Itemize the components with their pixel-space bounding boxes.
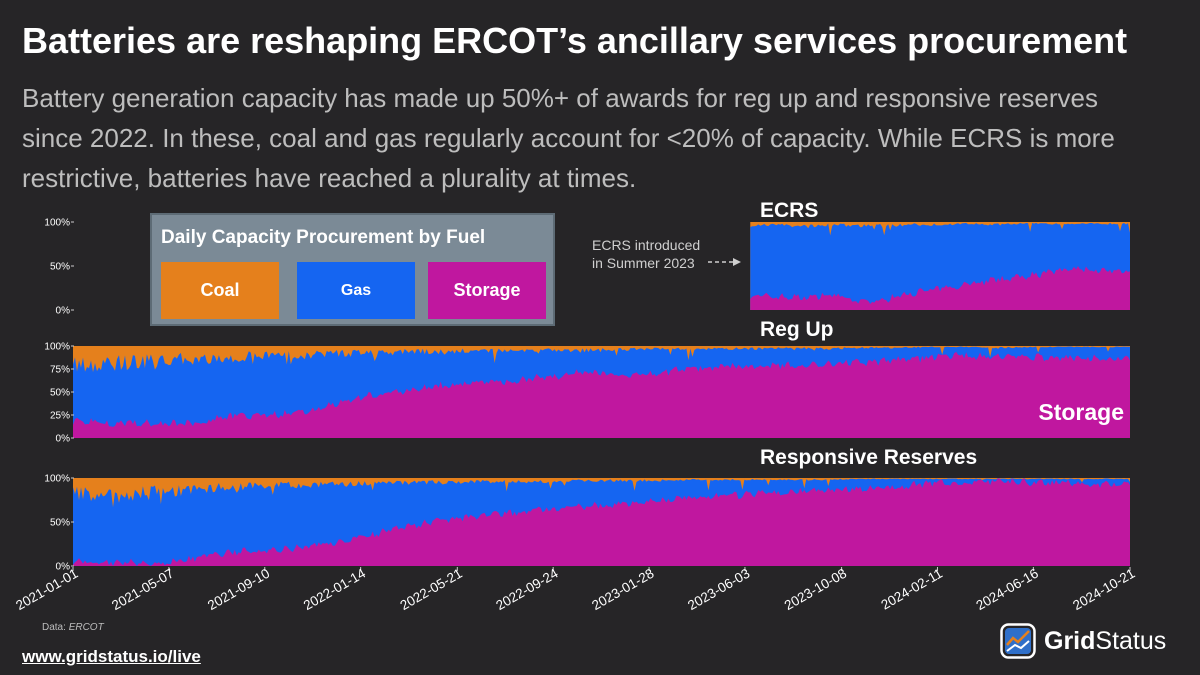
ecrs-annotation-line1: ECRS introduced xyxy=(592,237,701,253)
ecrs-ytick-label: 50% xyxy=(50,262,70,273)
data-source: Data: ERCOT xyxy=(42,622,104,633)
reg-up-ytick-label: 75% xyxy=(50,365,70,376)
legend-label-coal: Coal xyxy=(200,280,240,300)
ecrs-ytick-label: 0% xyxy=(56,306,71,317)
chart-subtitle: Battery generation capacity has made up … xyxy=(22,83,1115,193)
legend: Daily Capacity Procurement by Fuel Coal … xyxy=(150,213,555,326)
legend-label-gas: Gas xyxy=(340,281,372,299)
reg-up-ytick-label: 50% xyxy=(50,388,70,399)
responsive-reserves-area-storage xyxy=(73,478,1130,566)
xtick-label: 2024-10-21 xyxy=(1070,566,1137,614)
reg-up-area-storage xyxy=(73,351,1130,438)
legend-title: Daily Capacity Procurement by Fuel xyxy=(161,227,486,248)
gridstatus-wordmark-grid: Grid xyxy=(1044,626,1096,655)
gridstatus-wordmark: GridStatus xyxy=(1044,627,1166,656)
responsive-reserves-ytick-label: 0% xyxy=(56,562,71,573)
xtick-label: 2021-01-01 xyxy=(13,566,80,614)
gridstatus-wordmark-status: Status xyxy=(1095,626,1167,655)
data-source-label: Data: xyxy=(42,622,66,633)
legend-label-storage: Storage xyxy=(453,280,521,300)
gridstatus-live-link[interactable]: www.gridstatus.io/live xyxy=(22,647,201,666)
ecrs-panel-title: ECRS xyxy=(760,199,818,222)
responsive-reserves-ytick-label: 100% xyxy=(44,474,70,485)
xtick-label: 2023-01-28 xyxy=(589,566,656,614)
xtick-label: 2022-01-14 xyxy=(301,565,369,613)
xtick-label: 2021-05-07 xyxy=(109,566,176,614)
responsive-reserves-panel-title: Responsive Reserves xyxy=(760,446,977,469)
xtick-label: 2022-09-24 xyxy=(493,565,561,613)
responsive-reserves-ytick-label: 50% xyxy=(50,518,70,529)
ecrs-area-storage xyxy=(750,266,1130,310)
reg-up-ytick-label: 100% xyxy=(44,342,70,353)
legend-item-storage: Storage xyxy=(428,262,546,319)
reg-up-overlay-label: Storage xyxy=(1038,399,1124,425)
reg-up-ytick-label: 25% xyxy=(50,411,70,422)
ecrs-annotation: ECRS introduced in Summer 2023 xyxy=(592,236,700,272)
ecrs-annotation-arrow-head xyxy=(733,258,741,266)
xtick-label: 2023-10-08 xyxy=(782,566,849,614)
ecrs-annotation-line2: in Summer 2023 xyxy=(592,255,695,271)
legend-item-coal: Coal xyxy=(161,262,279,319)
xtick-label: 2023-06-03 xyxy=(685,566,752,614)
ecrs-ytick-label: 100% xyxy=(44,218,70,229)
reg-up-ytick-label: 0% xyxy=(56,434,71,445)
xtick-label: 2022-05-21 xyxy=(397,566,464,614)
legend-item-gas: Gas xyxy=(297,262,415,319)
xtick-label: 2024-06-16 xyxy=(974,566,1041,614)
xtick-label: 2021-09-10 xyxy=(205,566,272,614)
xtick-label: 2024-02-11 xyxy=(879,566,945,613)
gridstatus-logo-icon xyxy=(1000,623,1036,659)
data-source-name: ERCOT xyxy=(68,622,104,633)
chart-title: Batteries are reshaping ERCOT’s ancillar… xyxy=(22,20,1128,61)
reg-up-panel-title: Reg Up xyxy=(760,318,834,341)
gridstatus-brand: GridStatus xyxy=(1000,619,1180,663)
